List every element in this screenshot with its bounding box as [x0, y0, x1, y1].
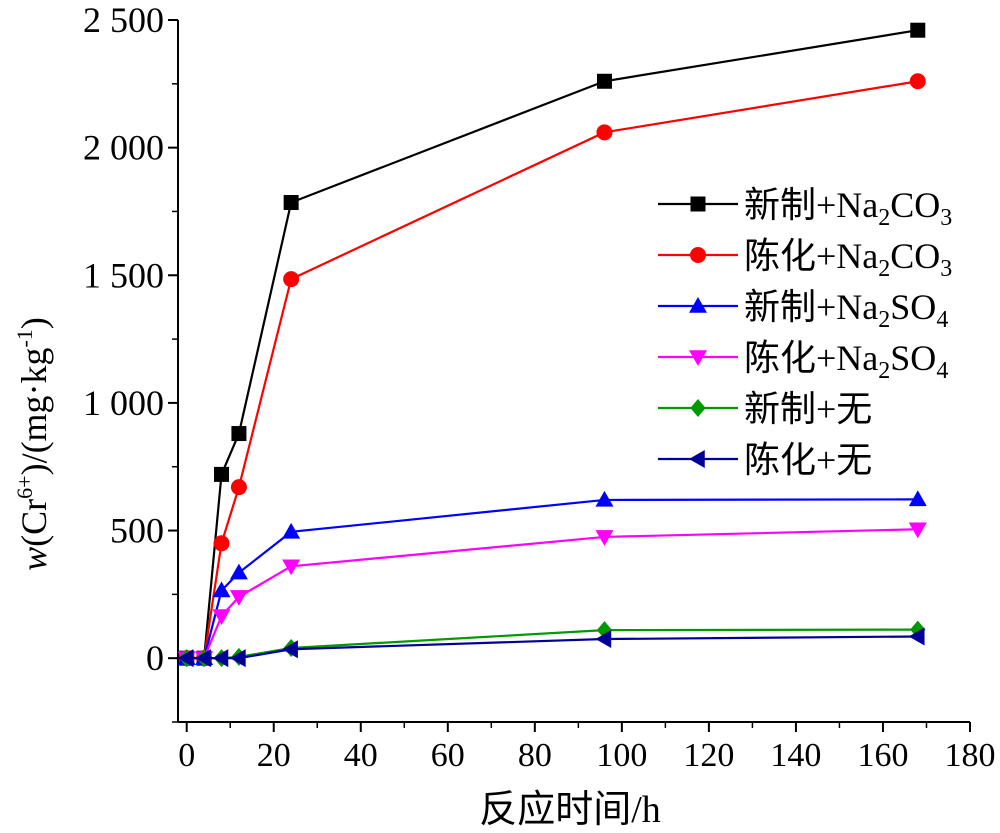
y-tick-label: 1 500 [83, 255, 164, 295]
legend-item-3: 新制+Na2SO4 [658, 287, 948, 333]
data-point [229, 590, 248, 606]
series-6 [177, 627, 925, 668]
data-point [212, 649, 229, 668]
plot-area [177, 20, 970, 723]
data-point [690, 196, 706, 212]
legend-subscript: 4 [936, 307, 948, 333]
legend-label: 陈化+Na2CO3 [744, 236, 952, 282]
y-axis-title-w: w [14, 547, 54, 571]
data-point [214, 466, 230, 482]
legend-text: 新制+无 [744, 389, 872, 429]
x-tick-label: 40 [344, 737, 378, 774]
data-point [689, 297, 707, 313]
data-point [689, 450, 705, 468]
data-point [231, 426, 247, 442]
data-point [230, 479, 247, 496]
data-point [213, 535, 230, 552]
y-axis-title-close: ) [14, 317, 54, 329]
data-point [595, 630, 612, 649]
data-point [908, 490, 927, 507]
data-point [690, 247, 706, 263]
legend-text: 陈化+无 [744, 440, 872, 480]
data-point [283, 271, 300, 288]
x-tick-label: 180 [945, 737, 996, 774]
data-point [910, 22, 926, 38]
data-point [690, 399, 706, 417]
legend-text: SO [890, 338, 936, 378]
data-point [229, 563, 248, 580]
legend-label: 新制+Na2SO4 [744, 287, 948, 333]
y-tick-label: 2 000 [83, 128, 164, 168]
y-axis-title-rest: )/(mg·kg [14, 347, 54, 475]
legend-subscript: 3 [940, 205, 952, 231]
data-point [908, 522, 927, 539]
legend-item-6: 陈化+无 [658, 440, 872, 480]
data-point [909, 73, 926, 90]
y-axis-title-sup2: -1 [12, 329, 37, 347]
legend-subscript: 2 [878, 358, 890, 384]
legend-subscript: 2 [878, 256, 890, 282]
legend-subscript: 3 [940, 256, 952, 282]
legend-text: 新制+Na [744, 287, 878, 327]
x-axis-title: 反应时间/h [479, 789, 661, 831]
legend-subscript: 2 [878, 307, 890, 333]
data-point [177, 649, 194, 668]
legend-item-5: 新制+无 [658, 389, 872, 429]
legend-text: SO [890, 287, 936, 327]
data-point [596, 73, 612, 89]
legend: 新制+Na2CO3陈化+Na2CO3新制+Na2SO4陈化+Na2SO4新制+无… [658, 185, 952, 480]
series-3 [177, 490, 927, 665]
data-point [282, 640, 298, 659]
data-point [596, 124, 613, 141]
legend-label: 陈化+Na2SO4 [744, 338, 948, 384]
y-tick-label: 2 500 [83, 0, 164, 40]
x-tick-label: 60 [431, 737, 465, 774]
data-point [283, 195, 299, 211]
x-tick-label: 120 [683, 737, 734, 774]
data-point [689, 350, 707, 366]
x-tick-label: 100 [596, 737, 647, 774]
y-axis-title: w(Cr6+)/(mg·kg-1) [12, 317, 54, 571]
data-point [282, 559, 301, 576]
legend-text: 陈化+Na [744, 236, 878, 276]
legend-item-1: 新制+Na2CO3 [658, 185, 952, 231]
x-tick-label: 140 [770, 737, 821, 774]
data-point [229, 649, 246, 668]
data-point [595, 490, 614, 507]
x-tick-label: 80 [518, 737, 552, 774]
legend-subscript: 2 [878, 205, 890, 231]
y-axis-title-open: (Cr [14, 499, 54, 547]
legend-text: 新制+Na [744, 185, 878, 225]
legend-label: 新制+无 [744, 389, 872, 429]
data-point [595, 530, 614, 546]
data-point [212, 609, 231, 626]
y-axis-title-sup: 6+ [12, 475, 37, 498]
series-5 [179, 620, 926, 668]
legend-label: 新制+Na2CO3 [744, 185, 952, 231]
data-point [282, 522, 301, 539]
legend-label: 陈化+无 [744, 440, 872, 480]
x-tick-label: 160 [857, 737, 908, 774]
legend-text: 陈化+Na [744, 338, 878, 378]
data-point [212, 581, 231, 598]
x-tick-label: 0 [178, 737, 195, 774]
data-point [908, 627, 925, 646]
series-line [186, 498, 918, 660]
data-point [195, 649, 211, 668]
y-axis: 0 500 1 000 1 500 2 000 2 500 [83, 0, 178, 723]
y-tick-label: 500 [110, 511, 164, 551]
series-layer [177, 22, 927, 668]
y-tick-label: 1 000 [83, 383, 164, 423]
legend-subscript: 4 [936, 358, 948, 384]
x-axis: 0 20 40 60 80 100 120 140 160 180 [178, 722, 996, 774]
legend-item-4: 陈化+Na2SO4 [658, 338, 948, 384]
x-tick-label: 20 [257, 737, 291, 774]
legend-text: CO [890, 185, 940, 225]
series-line [186, 528, 918, 660]
legend-text: CO [890, 236, 940, 276]
legend-item-2: 陈化+Na2CO3 [658, 236, 952, 282]
y-tick-label: 0 [146, 638, 164, 678]
